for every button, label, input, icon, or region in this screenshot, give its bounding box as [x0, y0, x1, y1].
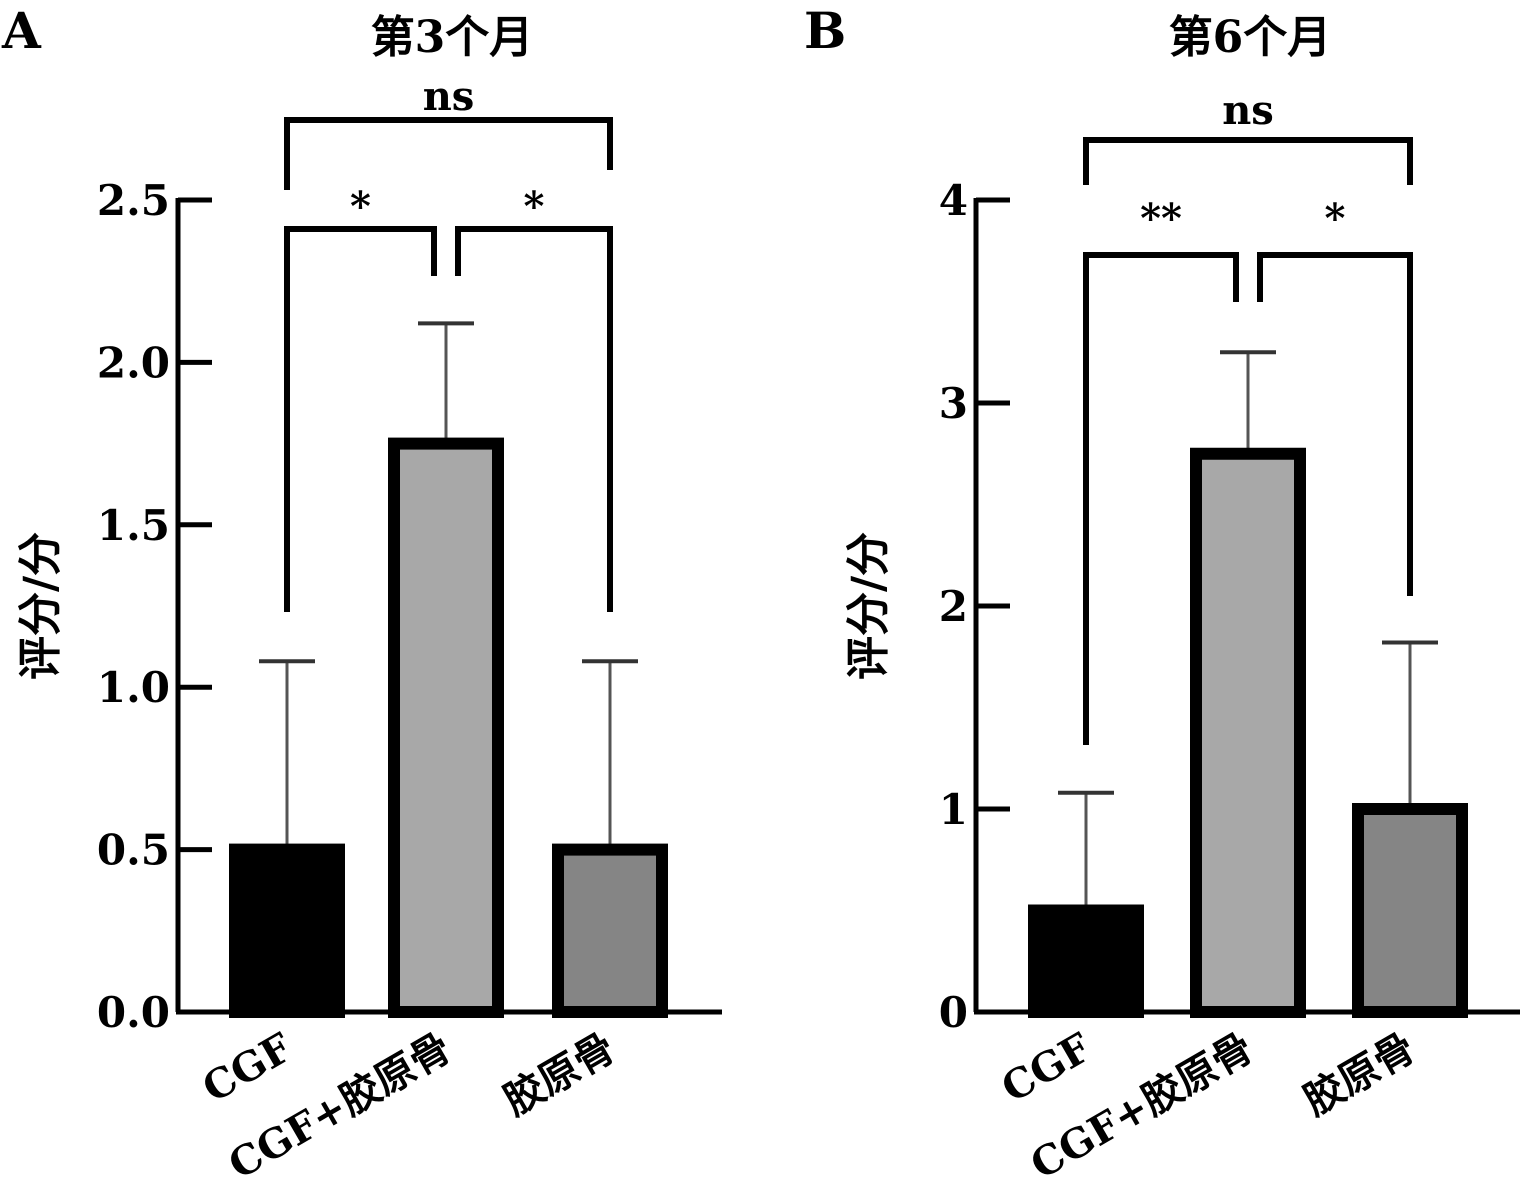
bar-2	[388, 437, 504, 1019]
chart-title: 第6个月	[1169, 12, 1332, 63]
y-tick-label: 1	[939, 785, 968, 834]
significance-bracket	[284, 117, 613, 190]
x-category-label: 胶原骨	[1296, 1024, 1423, 1125]
y-tick-label: 2	[939, 582, 968, 631]
y-tick-label: 1.5	[97, 501, 170, 550]
significance-label: *	[350, 183, 371, 230]
y-tick-label: 1.0	[97, 663, 170, 712]
significance-bracket	[284, 226, 437, 612]
panel-letter: A	[1, 1, 42, 60]
significance-label: ns	[1222, 87, 1274, 134]
panel-letter: B	[804, 1, 846, 60]
chart-title: 第3个月	[371, 12, 534, 63]
y-tick-label: 2.5	[97, 176, 170, 225]
significance-label: **	[1140, 195, 1182, 242]
y-tick-label: 0.0	[97, 988, 170, 1037]
x-category-label: 胶原骨	[496, 1024, 623, 1125]
y-axis-label: 评分/分	[15, 532, 66, 680]
y-tick-label: 0	[939, 988, 968, 1037]
bar-3	[1352, 803, 1468, 1018]
significance-bracket	[1083, 137, 1413, 185]
y-tick-label: 4	[939, 176, 968, 225]
x-category-label: CGF	[195, 1024, 300, 1112]
y-axis-label: 评分/分	[843, 532, 894, 680]
significance-label: *	[1325, 195, 1346, 242]
x-category-label: CGF	[994, 1024, 1099, 1112]
significance-label: ns	[423, 73, 475, 120]
significance-bracket	[1257, 252, 1413, 596]
y-tick-label: 2.0	[97, 338, 170, 387]
significance-label: *	[524, 183, 545, 230]
bar-2	[1190, 447, 1306, 1018]
bar-1	[229, 843, 345, 1018]
y-tick-label: 0.5	[97, 826, 170, 875]
significance-bracket	[455, 226, 613, 612]
bar-1	[1028, 904, 1144, 1018]
y-tick-label: 3	[939, 379, 968, 428]
bar-3	[552, 843, 668, 1018]
significance-bracket	[1083, 252, 1239, 745]
